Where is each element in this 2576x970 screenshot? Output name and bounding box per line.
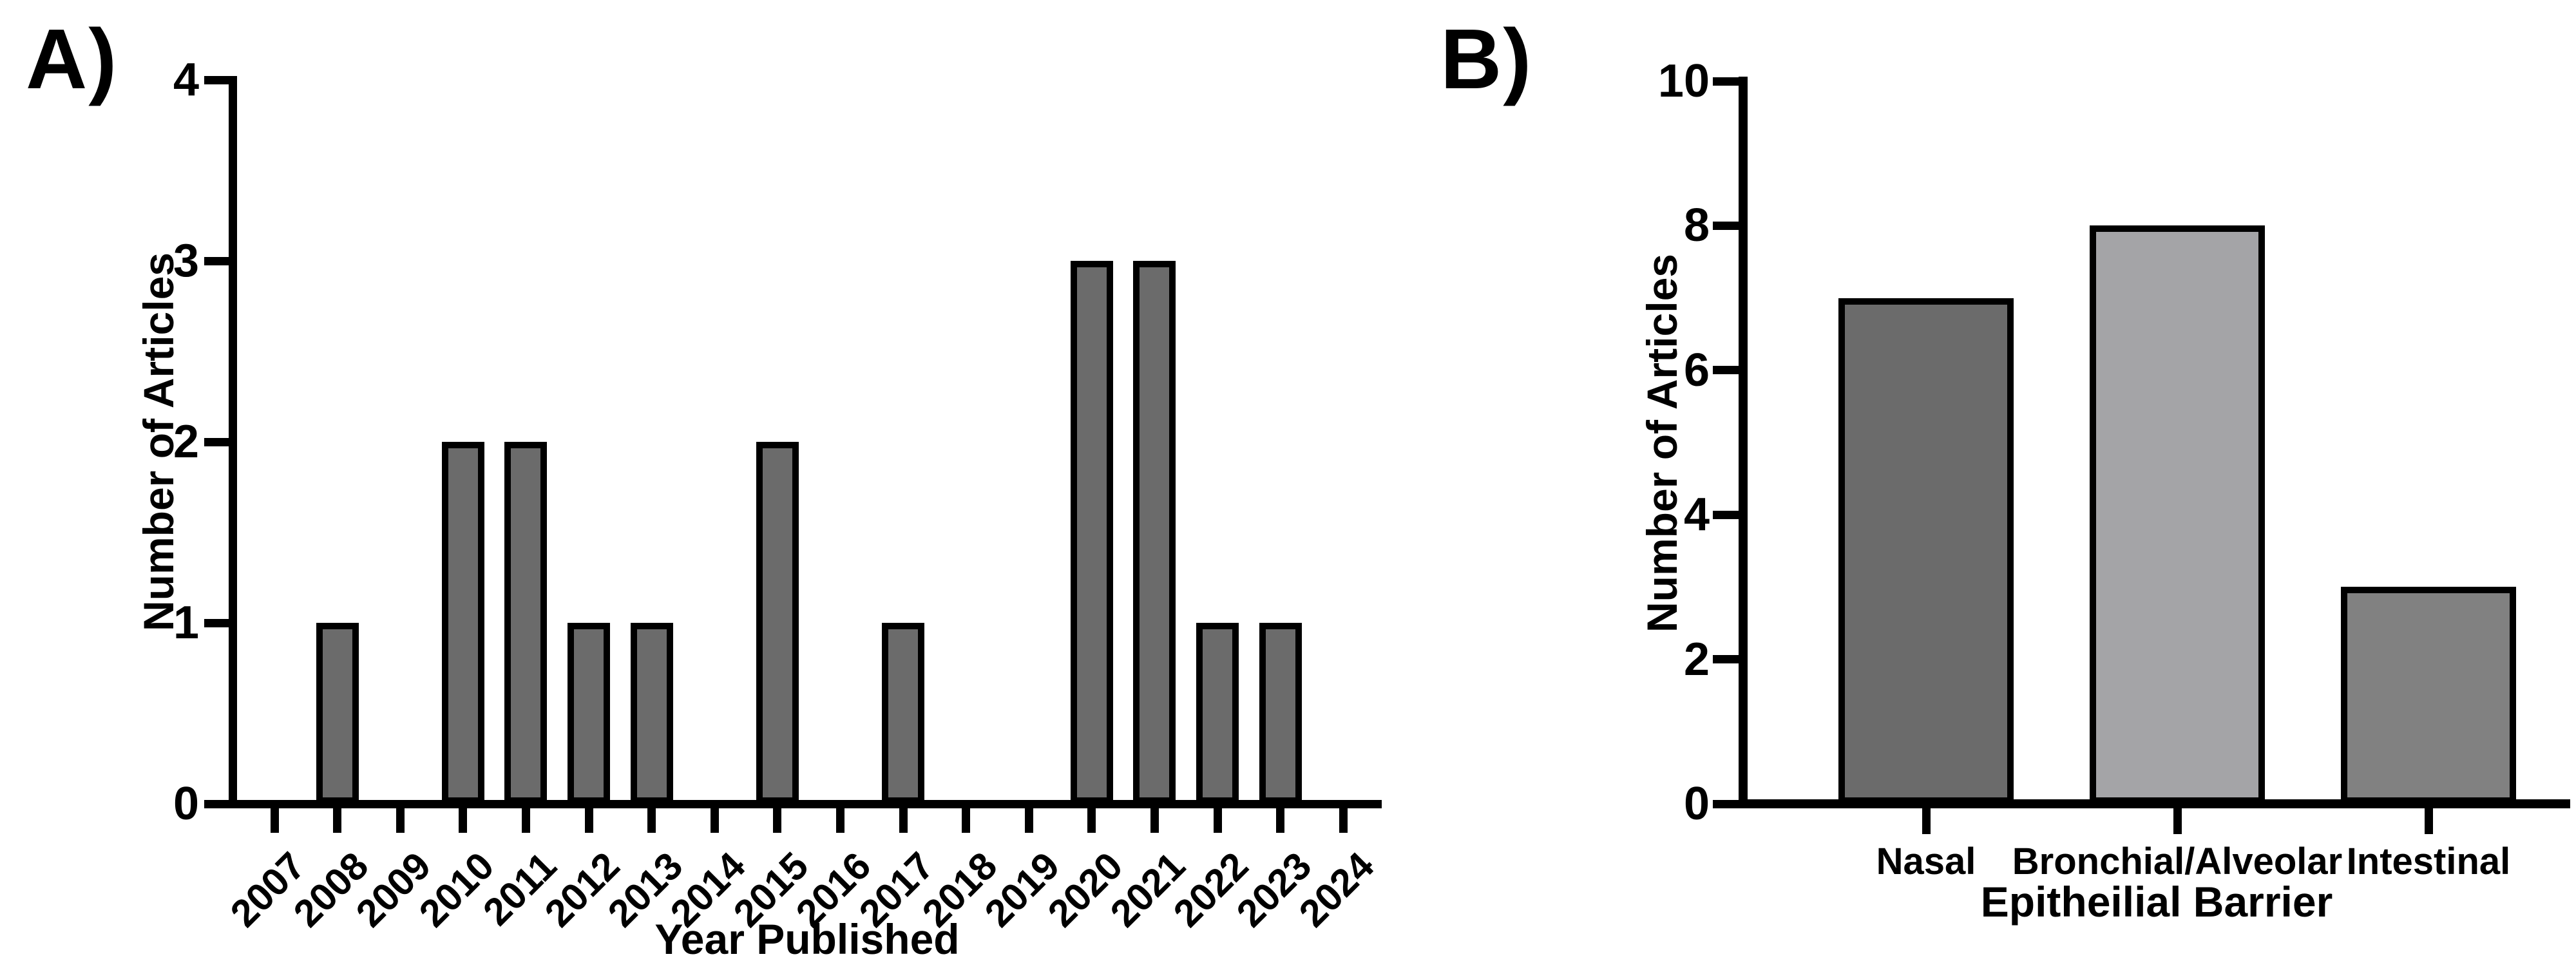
panel-a-bar-2015 [756,442,799,804]
panel-b-x-axis-tick [2173,808,2182,834]
panel-a-y-axis [228,75,237,808]
panel-b-x-axis-tick-label: Intestinal [2346,841,2511,882]
panel-a-bar-2010 [441,442,484,804]
panel-a-bar-2011 [504,442,548,804]
panel-a-bar-2008 [316,623,359,804]
panel-a-bar-2020 [1070,261,1113,804]
panel-a-label: A) [26,12,119,106]
panel-a-x-axis-tick [1150,808,1159,833]
panel-b-y-axis [1739,77,1748,808]
panel-b-x-axis-tick-label: Nasal [1876,841,1976,882]
panel-a-y-axis-tick-label: 3 [173,235,199,287]
panel-b-y-axis-tick [1713,655,1739,664]
panel-a-x-axis-tick [962,808,971,833]
panel-a-bar-2012 [568,623,610,804]
panel-a-y-axis-tick-label: 2 [173,416,199,468]
panel-b-x-axis-tick-label: Bronchial/Alveolar [2012,841,2343,882]
panel-a-bar-2023 [1259,623,1302,804]
panel-b-y-axis-tick [1713,799,1739,808]
panel-a-y-axis-tick [204,75,229,84]
panel-b-x-axis [1739,799,2570,808]
panel-b-x-axis-tick [2424,808,2433,834]
panel-a-x-axis-tick [1213,808,1222,833]
panel-b-x-axis-tick [1922,808,1931,834]
panel-b-y-axis-tick [1713,221,1739,230]
panel-a-y-axis-tick-label: 1 [173,597,199,649]
panel-a-x-axis-tick [647,808,656,833]
panel-a-x-axis-tick [1339,808,1348,833]
panel-b-y-axis-tick [1713,510,1739,519]
panel-a-y-axis-tick [204,618,229,627]
panel-b-bar-intestinal [2341,587,2516,804]
panel-a-y-axis-tick-label: 4 [173,54,199,106]
panel-a-bar-2017 [882,623,924,804]
panel-a-bar-2021 [1133,261,1176,804]
panel-b-bar-nasal [1838,298,2014,804]
panel-a-x-axis-tick [270,808,279,833]
panel-a-x-axis-tick [333,808,342,833]
panel-a-x-axis-tick [521,808,530,833]
panel-a-y-axis-tick [204,799,229,808]
panel-a-x-axis-tick [835,808,844,833]
panel-a-bar-2013 [630,623,673,804]
panel-b-y-axis-tick-label: 2 [1683,633,1710,685]
panel-b-y-axis-tick [1713,366,1739,375]
panel-b-y-axis-tick-label: 0 [1683,778,1710,830]
panel-b-y-axis-tick [1713,77,1739,86]
panel-a-x-axis-tick [1087,808,1096,833]
panel-a-y-axis-tick [204,256,229,265]
panel-a-x-axis-tick [710,808,719,833]
panel-a-x-axis-tick [459,808,468,833]
panel-b-bar-bronchial-alveolar [2090,225,2265,804]
panel-a-x-axis [228,799,1382,808]
panel-a-x-axis-tick [773,808,782,833]
panel-b-y-axis-tick-label: 10 [1657,55,1710,107]
panel-a-x-axis-tick [1276,808,1285,833]
panel-a-x-axis-tick [396,808,405,833]
panel-b-x-axis-title: Epitheilial Barrier [1980,878,2333,926]
panel-a-y-axis-tick [204,437,229,446]
panel-a-bar-2022 [1196,623,1239,804]
panel-a-y-axis-tick-label: 0 [173,778,199,830]
panel-b-label: B) [1440,12,1533,106]
panel-a-x-axis-tick [899,808,908,833]
panel-b-y-axis-tick-label: 6 [1683,344,1710,396]
panel-b-y-axis-tick-label: 4 [1683,489,1710,541]
panel-a-x-axis-title: Year Published [654,915,960,963]
panel-a-x-axis-tick [584,808,593,833]
panel-b-y-axis-tick-label: 8 [1683,200,1710,252]
panel-a-x-axis-tick [1024,808,1033,833]
